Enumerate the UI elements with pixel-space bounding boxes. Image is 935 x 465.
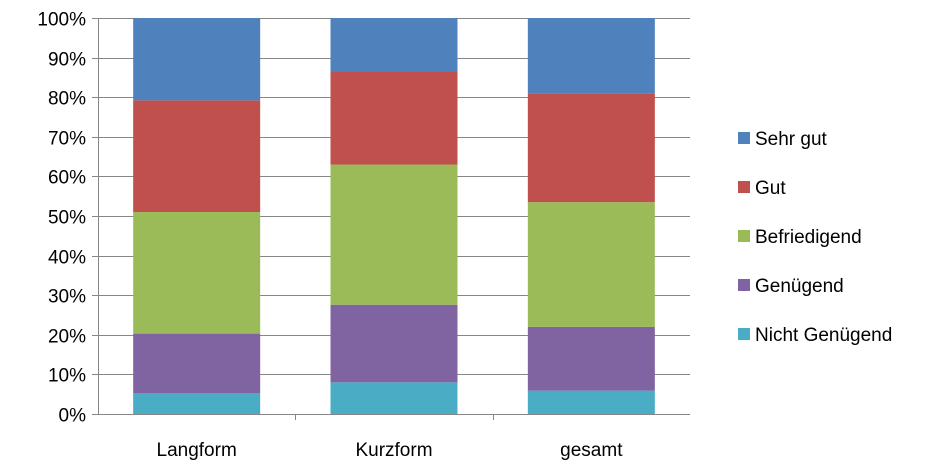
y-tick-label-5: 50% bbox=[48, 208, 86, 229]
legend-swatch-genügend bbox=[738, 279, 750, 291]
y-tick-label-10: 100% bbox=[37, 10, 86, 31]
y-tick-label-3: 30% bbox=[48, 287, 86, 308]
bars bbox=[133, 18, 655, 414]
axes: 0% 10% 20% 30% 40% 50% 60% 70% 80% 90% 100% Langfor… bbox=[37, 10, 690, 461]
y-tick-label-9: 90% bbox=[48, 50, 86, 71]
bar-gesamt-befriedigend bbox=[527, 202, 655, 327]
x-tick-label-0: Langform bbox=[157, 440, 237, 461]
bar-langform-gut bbox=[133, 100, 261, 213]
y-tick-label-7: 70% bbox=[48, 129, 86, 150]
legend-label-nicht-genügend: Nicht Genügend bbox=[755, 325, 892, 346]
x-tick-label-2: gesamt bbox=[560, 440, 623, 461]
bar-gesamt-sehr-gut bbox=[527, 18, 655, 94]
bar-kurzform-sehr-gut bbox=[330, 18, 458, 72]
bar-gesamt-nicht-genügend bbox=[527, 390, 655, 414]
legend-swatch-befriedigend bbox=[738, 230, 750, 242]
legend-label-befriedigend: Befriedigend bbox=[755, 227, 862, 248]
y-tick-label-0: 0% bbox=[59, 406, 87, 427]
bar-gesamt-gut bbox=[527, 93, 655, 203]
y-tick-label-4: 40% bbox=[48, 248, 86, 269]
bar-kurzform-nicht-genügend bbox=[330, 382, 458, 414]
bar-langform-befriedigend bbox=[133, 212, 261, 334]
bar-langform-nicht-genügend bbox=[133, 393, 261, 414]
bar-gesamt-genügend bbox=[527, 326, 655, 391]
legend-swatch-sehr-gut bbox=[738, 132, 750, 144]
legend-swatch-nicht-genügend bbox=[738, 328, 750, 340]
y-tick-label-8: 80% bbox=[48, 89, 86, 110]
legend: Sehr gut Gut Befriedigend Genügend Nicht Gen… bbox=[738, 129, 892, 346]
x-tick-label-1: Kurzform bbox=[355, 440, 432, 461]
bar-langform-genügend bbox=[133, 333, 261, 394]
y-tick-label-1: 10% bbox=[48, 366, 86, 387]
y-tick-label-2: 20% bbox=[48, 327, 86, 348]
legend-label-sehr-gut: Sehr gut bbox=[755, 129, 828, 150]
legend-swatch-gut bbox=[738, 181, 750, 193]
y-tick-label-6: 60% bbox=[48, 168, 86, 189]
bar-langform-sehr-gut bbox=[133, 18, 261, 101]
legend-label-genügend: Genügend bbox=[755, 276, 844, 297]
bar-kurzform-befriedigend bbox=[330, 164, 458, 305]
legend-label-gut: Gut bbox=[755, 178, 786, 199]
bar-kurzform-gut bbox=[330, 71, 458, 165]
bar-kurzform-genügend bbox=[330, 304, 458, 383]
